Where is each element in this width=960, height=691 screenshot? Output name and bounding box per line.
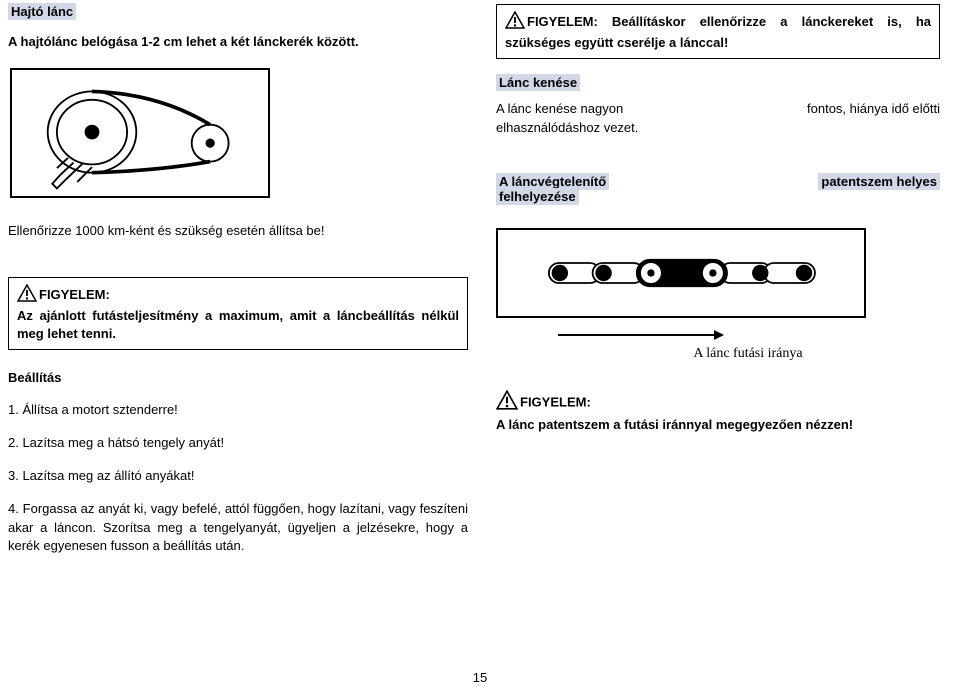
check-interval: Ellenőrizze 1000 km-ként és szükség eset…: [8, 222, 468, 241]
direction-label: A lánc futási iránya: [556, 346, 940, 362]
chain-link-illustration: [501, 232, 861, 314]
warning-label: FIGYELEM:: [520, 394, 591, 409]
step-1: 1. Állítsa a motort sztenderre!: [8, 401, 468, 420]
step-3: 3. Lazítsa meg az állító anyákat!: [8, 467, 468, 486]
setup-heading: Beállítás: [8, 370, 468, 385]
arrow-icon: [556, 328, 726, 342]
lube-text: A lánc kenése nagyon fontos, hiánya idő …: [496, 100, 940, 138]
warning-direction: FIGYELEM: A lánc patentszem a futási irá…: [496, 390, 940, 435]
step-4: 4. Forgassa az anyát ki, vagy befelé, at…: [8, 500, 468, 557]
lube-line1a: A lánc kenése nagyon: [496, 100, 623, 119]
warning-label: FIGYELEM:: [527, 14, 598, 29]
direction-arrow: [556, 328, 940, 342]
page-number: 15: [473, 670, 487, 685]
warning-body: A lánc patentszem a futási iránnyal mege…: [496, 416, 940, 435]
chain-link-figure: [496, 228, 866, 318]
lube-line2: elhasználódáshoz vezet.: [496, 119, 940, 138]
warning-icon: [17, 284, 37, 307]
patent-heading: A láncvégtelenítő patentszem helyes felh…: [496, 174, 940, 204]
right-column: FIGYELEM: Beállításkor ellenőrizze a lán…: [496, 4, 940, 556]
warning-check-sprocket: FIGYELEM: Beállításkor ellenőrizze a lán…: [496, 4, 940, 59]
sag-note: A hajtólánc belógása 1-2 cm lehet a két …: [8, 33, 468, 52]
warning-label: FIGYELEM:: [39, 287, 110, 302]
step-2: 2. Lazítsa meg a hátsó tengely anyát!: [8, 434, 468, 453]
lube-title: Lánc kenése: [496, 74, 580, 91]
section-title: Hajtó lánc: [8, 3, 76, 20]
lube-line1b: fontos, hiánya idő előtti: [807, 100, 940, 119]
patent-b: patentszem helyes: [818, 173, 940, 190]
warning-max-perf: FIGYELEM: Az ajánlott futásteljesítmény …: [8, 277, 468, 351]
warning-icon: [505, 11, 525, 34]
sprocket-illustration: [15, 73, 265, 193]
left-column: Hajtó lánc A hajtólánc belógása 1-2 cm l…: [8, 4, 468, 556]
warning-icon: [496, 390, 518, 416]
patent-c: felhelyezése: [496, 188, 579, 205]
warning-body: Az ajánlott futásteljesítmény a maximum,…: [17, 307, 459, 343]
chain-sprocket-figure: [10, 68, 270, 198]
